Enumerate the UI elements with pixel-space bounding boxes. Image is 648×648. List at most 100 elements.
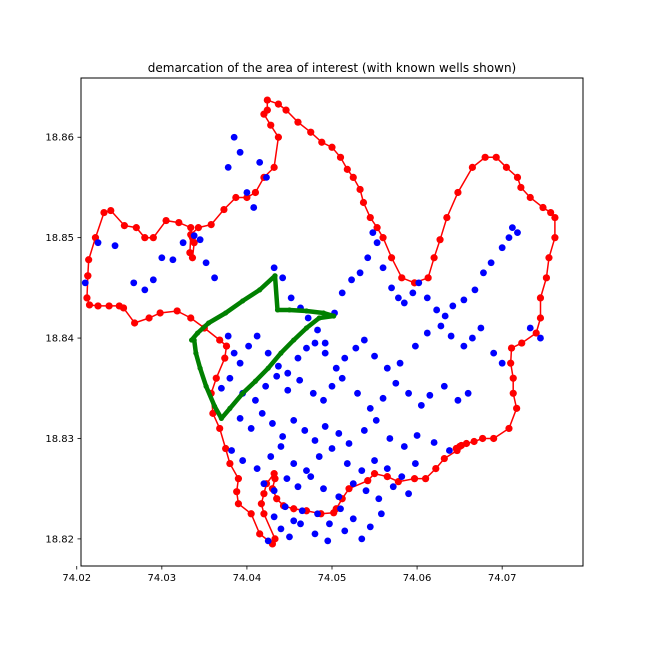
well-point	[320, 485, 327, 493]
boundary-point	[410, 475, 419, 483]
boundary-point	[443, 213, 451, 222]
boundary-point	[502, 163, 511, 171]
well-point	[369, 229, 377, 237]
boundary-point	[517, 183, 525, 192]
well-point	[413, 432, 421, 439]
well-point	[343, 460, 351, 467]
well-point	[392, 379, 400, 387]
area-of-interest-point	[189, 337, 195, 343]
well-point	[454, 396, 462, 404]
boundary-point	[505, 424, 513, 433]
boundary-point	[270, 470, 278, 478]
well-point	[301, 427, 309, 434]
well-point	[224, 163, 232, 171]
plot-frame	[80, 77, 584, 567]
boundary-point	[398, 274, 406, 282]
boundary-point	[274, 100, 282, 108]
well-point	[190, 232, 198, 240]
boundary-point	[526, 193, 534, 202]
well-point	[423, 329, 431, 337]
well-point	[94, 239, 102, 247]
boundary-point	[547, 208, 555, 217]
boundary-point	[490, 434, 498, 443]
boundary-point	[187, 314, 195, 322]
y-tick-label: 18.84	[45, 334, 74, 345]
well-point	[537, 334, 544, 342]
well-point	[337, 505, 344, 513]
well-point	[230, 133, 238, 141]
well-point	[383, 364, 391, 372]
boundary-point	[509, 389, 517, 397]
boundary-point	[222, 342, 231, 350]
well-point	[141, 286, 149, 294]
area-of-interest-point	[240, 390, 246, 396]
well-point	[315, 453, 323, 460]
axis-ticks: 74.02 74.03 74.04 74.05 74.06 74.07 18.82 18.83…	[45, 133, 516, 584]
boundary-point	[364, 477, 372, 485]
well-point	[274, 362, 282, 370]
boundary-point	[251, 188, 260, 197]
well-point	[311, 339, 319, 347]
well-point	[405, 490, 412, 498]
well-point	[256, 158, 264, 166]
boundary-point	[383, 473, 391, 481]
boundary-point	[233, 488, 241, 496]
boundary-point	[115, 302, 123, 310]
well-point	[362, 487, 370, 495]
well-point	[267, 453, 275, 460]
boundary-point	[468, 163, 476, 171]
area-of-interest-point	[211, 403, 218, 409]
well-point	[441, 312, 449, 320]
area-of-interest-point	[265, 365, 271, 371]
well-point	[269, 420, 276, 427]
well-point	[433, 306, 441, 314]
well-point	[296, 376, 304, 384]
well-point	[460, 342, 468, 350]
boundary-point	[85, 301, 94, 309]
well-point	[273, 372, 281, 380]
well-point	[460, 296, 468, 304]
boundary-point	[141, 234, 149, 242]
area-of-interest-point	[274, 307, 281, 313]
boundary-point	[366, 213, 374, 222]
well-point	[311, 437, 319, 444]
boundary-point	[453, 446, 461, 455]
well-point	[281, 503, 289, 511]
well-point	[321, 423, 329, 430]
well-point	[298, 507, 306, 515]
well-point	[277, 525, 285, 533]
well-point	[356, 269, 364, 277]
well-point	[394, 294, 402, 302]
well-point	[514, 229, 521, 237]
well-point	[279, 433, 287, 440]
boundary-point	[270, 163, 278, 171]
well-point	[447, 332, 455, 340]
well-point	[294, 483, 302, 491]
well-point	[372, 417, 380, 424]
well-point	[303, 467, 310, 475]
well-point	[258, 409, 266, 417]
y-tick-label: 18.82	[45, 534, 74, 545]
well-point	[260, 480, 268, 488]
well-point	[335, 430, 343, 437]
well-point	[179, 239, 187, 247]
boundary-point	[545, 254, 553, 262]
area-of-interest-point	[291, 337, 297, 343]
well-point	[287, 294, 295, 302]
well-point	[284, 369, 292, 377]
boundary-point	[274, 133, 282, 141]
boundary-point	[94, 302, 102, 310]
boundary-point	[436, 236, 444, 244]
boundary-point	[282, 106, 290, 114]
boundary-point	[328, 143, 336, 151]
well-point	[250, 204, 258, 211]
boundary-point	[507, 359, 515, 367]
well-point	[349, 515, 357, 523]
boundary-point	[243, 193, 251, 202]
boundary-point	[100, 208, 108, 217]
boundary-point	[209, 409, 217, 417]
well-point	[324, 537, 332, 545]
area-of-interest-point	[331, 313, 337, 319]
well-point	[284, 386, 292, 394]
well-point	[398, 473, 406, 481]
